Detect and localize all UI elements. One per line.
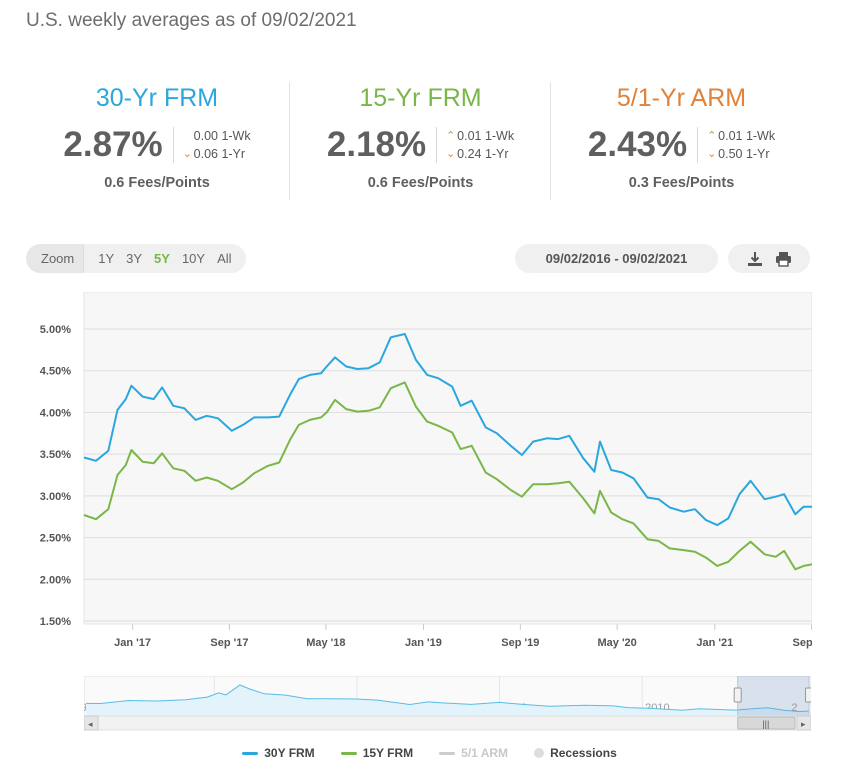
y-tick-label: 3.50% — [40, 449, 71, 461]
rate-changes: ⌃ 0.01 1-Wk ⌄ 0.50 1-Yr — [697, 127, 775, 163]
navigator-chart[interactable]: 197019801990200020102◂▸||| — [84, 676, 811, 732]
y-tick-label: 2.50% — [40, 533, 71, 545]
chevron-down-icon: ⌄ — [707, 148, 717, 160]
scroll-left-button[interactable] — [84, 715, 99, 731]
zoom-5y-button[interactable]: 5Y — [154, 251, 170, 266]
print-icon[interactable] — [774, 250, 792, 268]
x-tick-label: Sep '17 — [210, 637, 248, 649]
y-tick-label: 2.00% — [40, 574, 71, 586]
chevron-up-icon: ⌃ — [707, 130, 717, 142]
x-tick-label: Sep '21 — [793, 637, 812, 649]
rate-changes: ⌄0.00 1-Wk ⌄0.06 1-Yr — [172, 127, 251, 163]
x-tick-label: Jan '19 — [405, 637, 442, 649]
fees-points: 0.6 Fees/Points — [104, 175, 210, 191]
chevron-down-icon: ⌄ — [446, 148, 456, 160]
zoom-all-button[interactable]: All — [217, 251, 232, 266]
page-subtitle: U.S. weekly averages as of 09/02/2021 — [26, 10, 357, 31]
navigator-area — [86, 685, 809, 716]
rates-line-chart[interactable]: 1.50% 2.00% 2.50% 3.00% 3.50% 4.00% 4.50% 5.00%… — [26, 292, 812, 652]
zoom-1y-button[interactable]: 1Y — [98, 251, 115, 266]
fees-points: 0.3 Fees/Points — [628, 175, 735, 191]
x-tick-label: May '20 — [597, 637, 636, 649]
legend-item-30y[interactable]: 30Y FRM — [242, 746, 315, 760]
navigator-selection[interactable] — [737, 676, 810, 717]
series-line-30y-frm — [83, 333, 812, 527]
rate-title: 30-Yr FRM — [95, 84, 219, 112]
chevron-right-icon: ▸ — [801, 719, 806, 729]
chevron-down-icon: ⌄ — [182, 148, 192, 160]
navigator-scrollbar-track[interactable] — [84, 715, 811, 731]
legend-label-arm: 5/1 ARM — [461, 746, 509, 760]
rate-card-arm: 5/1-Yr ARM 2.43% ⌃ 0.01 1-Wk ⌄ 0.50 1-Yr 0… — [550, 82, 812, 200]
date-range-input[interactable]: 09/02/2016 - 09/02/2021 — [515, 244, 718, 273]
legend-swatch-15y — [340, 751, 357, 755]
rate-card-30yr: 30-Yr FRM 2.87% ⌄0.00 1-Wk ⌄0.06 1-Yr 0.… — [26, 82, 288, 200]
rate-value: 2.18% — [326, 125, 427, 164]
x-tick-label: Jan '21 — [696, 637, 733, 649]
chart-legend: 30Y FRM 15Y FRM 5/1 ARM Recessions — [0, 746, 859, 760]
x-tick-label: Sep '19 — [501, 637, 539, 649]
rate-title: 15-Yr FRM — [359, 84, 482, 112]
chevron-up-icon: ⌃ — [446, 130, 456, 142]
navigator-line — [85, 684, 810, 713]
legend-item-15y[interactable]: 15Y FRM — [340, 746, 414, 760]
legend-swatch-30y — [242, 751, 259, 755]
y-tick-label: 4.50% — [40, 366, 71, 378]
legend-label-recessions: Recessions — [550, 746, 617, 760]
y-tick-label: 5.00% — [40, 324, 71, 336]
navigator-selection-label: 2 — [791, 702, 797, 714]
y-tick-label: 4.00% — [40, 407, 71, 419]
weekly-change: 0.00 1-Wk — [193, 129, 251, 143]
weekly-change: 0.01 1-Wk — [457, 129, 515, 143]
rate-card-15yr: 15-Yr FRM 2.18% ⌃ 0.01 1-Wk ⌄ 0.24 1-Yr 0.… — [289, 82, 551, 200]
rate-value: 2.43% — [587, 125, 688, 164]
download-icon[interactable] — [746, 250, 764, 268]
zoom-10y-button[interactable]: 10Y — [181, 251, 206, 266]
rate-changes: ⌃ 0.01 1-Wk ⌄ 0.24 1-Yr — [436, 127, 514, 163]
navigator-handle-left[interactable] — [733, 687, 742, 703]
fees-points: 0.6 Fees/Points — [367, 175, 474, 191]
zoom-3y-button[interactable]: 3Y — [126, 251, 143, 266]
legend-swatch-arm — [439, 751, 456, 755]
zoom-label: Zoom — [26, 244, 85, 273]
y-tick-label: 1.50% — [40, 616, 71, 628]
navigator-handle-right[interactable] — [805, 687, 812, 703]
rate-title: 5/1-Yr ARM — [616, 84, 747, 112]
legend-item-arm[interactable]: 5/1 ARM — [439, 746, 508, 760]
weekly-change: 0.01 1-Wk — [718, 129, 776, 143]
legend-item-recessions[interactable]: Recessions — [534, 746, 617, 760]
legend-label-15y: 15Y FRM — [362, 746, 414, 760]
zoom-bar: Zoom 1Y 3Y 5Y 10Y All — [26, 244, 246, 273]
chart-tools — [728, 244, 810, 273]
x-tick-label: Jan '17 — [114, 637, 151, 649]
y-tick-label: 3.00% — [40, 491, 71, 503]
yearly-change: 0.06 1-Yr — [193, 147, 246, 161]
navigator-scrollbar-thumb[interactable] — [737, 716, 796, 730]
chevron-left-icon: ◂ — [88, 719, 93, 729]
legend-label-30y: 30Y FRM — [264, 746, 315, 760]
series-line-15y-frm — [83, 381, 812, 571]
no-change-icon: ⌄ — [183, 127, 194, 145]
x-tick-label: May '18 — [306, 637, 345, 649]
legend-swatch-recessions — [534, 748, 545, 758]
scrollbar-grip-icon: ||| — [762, 719, 769, 729]
plot-background — [83, 292, 812, 625]
yearly-change: 0.50 1-Yr — [718, 147, 770, 161]
yearly-change: 0.24 1-Yr — [457, 147, 509, 161]
rate-value: 2.87% — [63, 125, 163, 164]
scroll-right-button[interactable] — [796, 715, 811, 731]
